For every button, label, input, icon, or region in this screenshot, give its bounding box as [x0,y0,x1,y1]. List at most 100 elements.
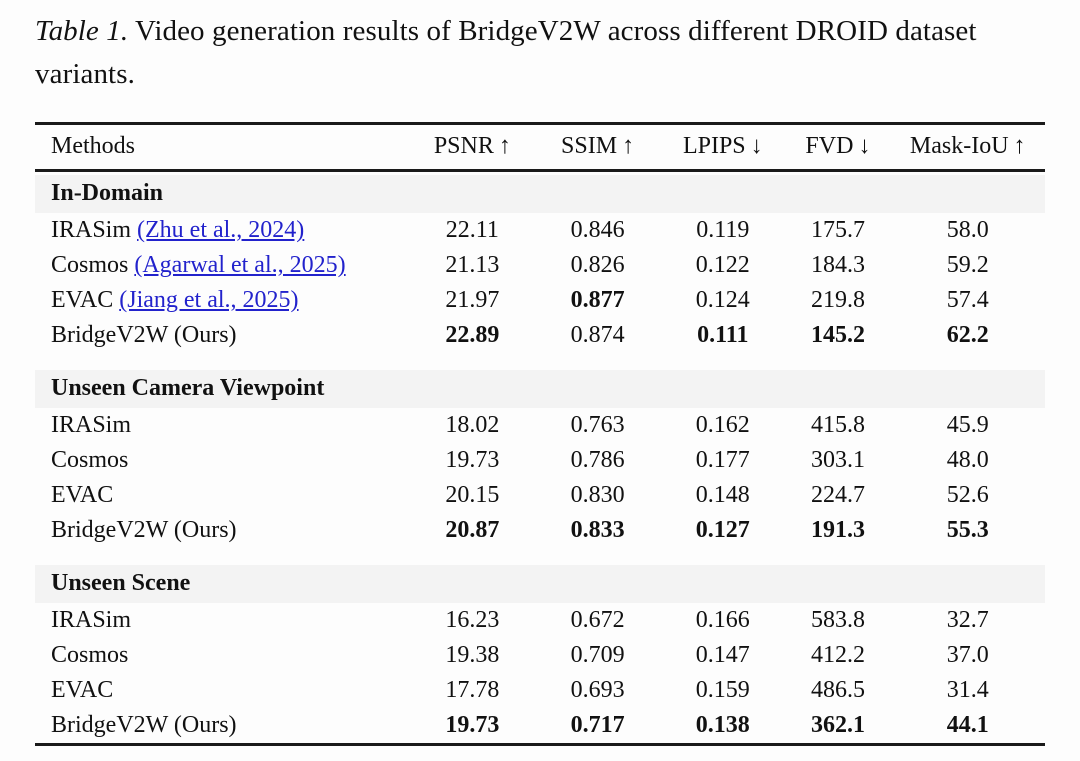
table-row-cosmos: Cosmos 19.38 0.709 0.147 412.2 37.0 [35,638,1045,673]
metric-cell: 0.846 [570,217,625,244]
method-cell: IRASim (Zhu et al., 2024) [35,213,410,248]
metric-cell: 19.73 [445,712,500,739]
method-cell: BridgeV2W (Ours) [35,318,410,353]
metric-cell: 0.830 [570,482,625,509]
method-cell: BridgeV2W (Ours) [35,708,410,745]
metric-cell: 0.717 [570,712,625,739]
metric-cell: 0.874 [570,322,625,349]
table-caption: Table 1. Video generation results of Bri… [35,10,1045,96]
metric-cell: 224.7 [810,482,865,509]
method-cell: IRASim [35,603,410,638]
metric-cell: 303.1 [810,447,865,474]
arrow-up-icon: ↑ [622,132,635,159]
metric-cell: 0.119 [696,217,750,244]
column-label: Mask-IoU [909,132,1009,159]
metric-cell: 0.138 [695,712,750,739]
metric-cell: 58.0 [946,217,989,244]
column-header-methods: Methods [35,123,410,172]
metric-cell: 0.763 [570,412,625,439]
section-header-label: Unseen Camera Viewpoint [35,370,1045,409]
metric-cell: 16.23 [445,607,500,634]
method-name: EVAC [51,677,114,704]
metric-cell: 22.89 [445,322,500,349]
table-row-evac: EVAC 20.15 0.830 0.148 224.7 52.6 [35,478,1045,513]
metric-cell: 62.2 [946,322,989,349]
header-row: Methods PSNR ↑ SSIM ↑ LPIPS ↓ FVD ↓ Mask-IoU ↑ [35,123,1045,172]
section-header-unseen-scene: Unseen Scene [35,565,1045,604]
method-name: EVAC [51,287,114,314]
table-row-bridgev2w-ours: BridgeV2W (Ours) 22.89 0.874 0.111 145.2 62.2 [35,318,1045,353]
method-cell: IRASim [35,408,410,443]
method-cell: EVAC [35,478,410,513]
metric-cell: 175.7 [810,217,865,244]
table-row-irasim: IRASim 16.23 0.672 0.166 583.8 32.7 [35,603,1045,638]
table-row-cosmos: Cosmos 19.73 0.786 0.177 303.1 48.0 [35,443,1045,478]
metric-cell: 21.13 [445,252,500,279]
metric-cell: 44.1 [946,712,989,739]
column-label: LPIPS [682,132,746,159]
section-header-in-domain: In-Domain [35,175,1045,214]
table-row-evac: EVAC 17.78 0.693 0.159 486.5 31.4 [35,673,1045,708]
table-row-cosmos: Cosmos (Agarwal et al., 2025) 21.13 0.826 0… [35,248,1045,283]
method-cell: BridgeV2W (Ours) [35,513,410,548]
section-header-unseen-camera-viewpoint: Unseen Camera Viewpoint [35,370,1045,409]
column-header-fvd: FVD ↓ [785,123,891,172]
metric-cell: 219.8 [810,287,865,314]
method-name: Cosmos [51,642,129,669]
metric-cell: 0.127 [695,517,750,544]
column-header-lpips: LPIPS ↓ [660,123,786,172]
method-name: BridgeV2W (Ours) [51,517,237,544]
results-table: Methods PSNR ↑ SSIM ↑ LPIPS ↓ FVD ↓ Mask-IoU ↑ In-… [35,121,1045,747]
method-name: IRASim [51,607,132,634]
citation-link[interactable]: (Agarwal et al., 2025) [134,252,346,279]
arrow-down-icon: ↓ [750,132,763,159]
section-header-label: In-Domain [35,175,1045,214]
metric-cell: 0.147 [695,642,750,669]
method-name: Cosmos [51,447,129,474]
table-caption-text: Video generation results of BridgeV2W ac… [35,15,977,90]
metric-cell: 0.162 [695,412,750,439]
metric-cell: 0.786 [570,447,625,474]
metric-cell: 0.826 [570,252,625,279]
metric-cell: 0.177 [695,447,750,474]
metric-cell: 0.709 [570,642,625,669]
column-label: SSIM [561,132,618,159]
arrow-up-icon: ↑ [498,132,511,159]
table-header: Methods PSNR ↑ SSIM ↑ LPIPS ↓ FVD ↓ Mask-IoU ↑ [35,123,1045,172]
metric-cell: 22.11 [445,217,499,244]
metric-cell: 486.5 [810,677,865,704]
column-label: PSNR [433,132,494,159]
column-header-psnr: PSNR ↑ [409,123,535,172]
arrow-down-icon: ↓ [858,132,871,159]
table-row-bridgev2w-ours: BridgeV2W (Ours) 19.73 0.717 0.138 362.1 44.1 [35,708,1045,745]
table-row-irasim: IRASim 18.02 0.763 0.162 415.8 45.9 [35,408,1045,443]
metric-cell: 184.3 [810,252,865,279]
method-cell: Cosmos (Agarwal et al., 2025) [35,248,410,283]
metric-cell: 55.3 [946,517,989,544]
method-cell: EVAC (Jiang et al., 2025) [35,283,410,318]
metric-cell: 57.4 [946,287,989,314]
citation-link[interactable]: (Jiang et al., 2025) [119,287,299,314]
metric-cell: 0.693 [570,677,625,704]
metric-cell: 19.73 [445,447,500,474]
metric-cell: 17.78 [445,677,500,704]
method-cell: Cosmos [35,443,410,478]
metric-cell: 37.0 [946,642,989,669]
metric-cell: 21.97 [445,287,500,314]
column-label: Methods [51,132,135,159]
column-header-ssim: SSIM ↑ [534,123,661,172]
metric-cell: 0.111 [697,322,749,349]
metric-cell: 0.122 [695,252,750,279]
table-row-bridgev2w-ours: BridgeV2W (Ours) 20.87 0.833 0.127 191.3 55.3 [35,513,1045,548]
metric-cell: 145.2 [810,322,865,349]
method-name: IRASim [51,217,132,244]
citation-link[interactable]: (Zhu et al., 2024) [137,217,305,244]
metric-cell: 19.38 [445,642,500,669]
metric-cell: 18.02 [445,412,500,439]
method-cell: Cosmos [35,638,410,673]
metric-cell: 59.2 [946,252,989,279]
metric-cell: 0.148 [695,482,750,509]
column-label: FVD [805,132,854,159]
metric-cell: 48.0 [946,447,989,474]
